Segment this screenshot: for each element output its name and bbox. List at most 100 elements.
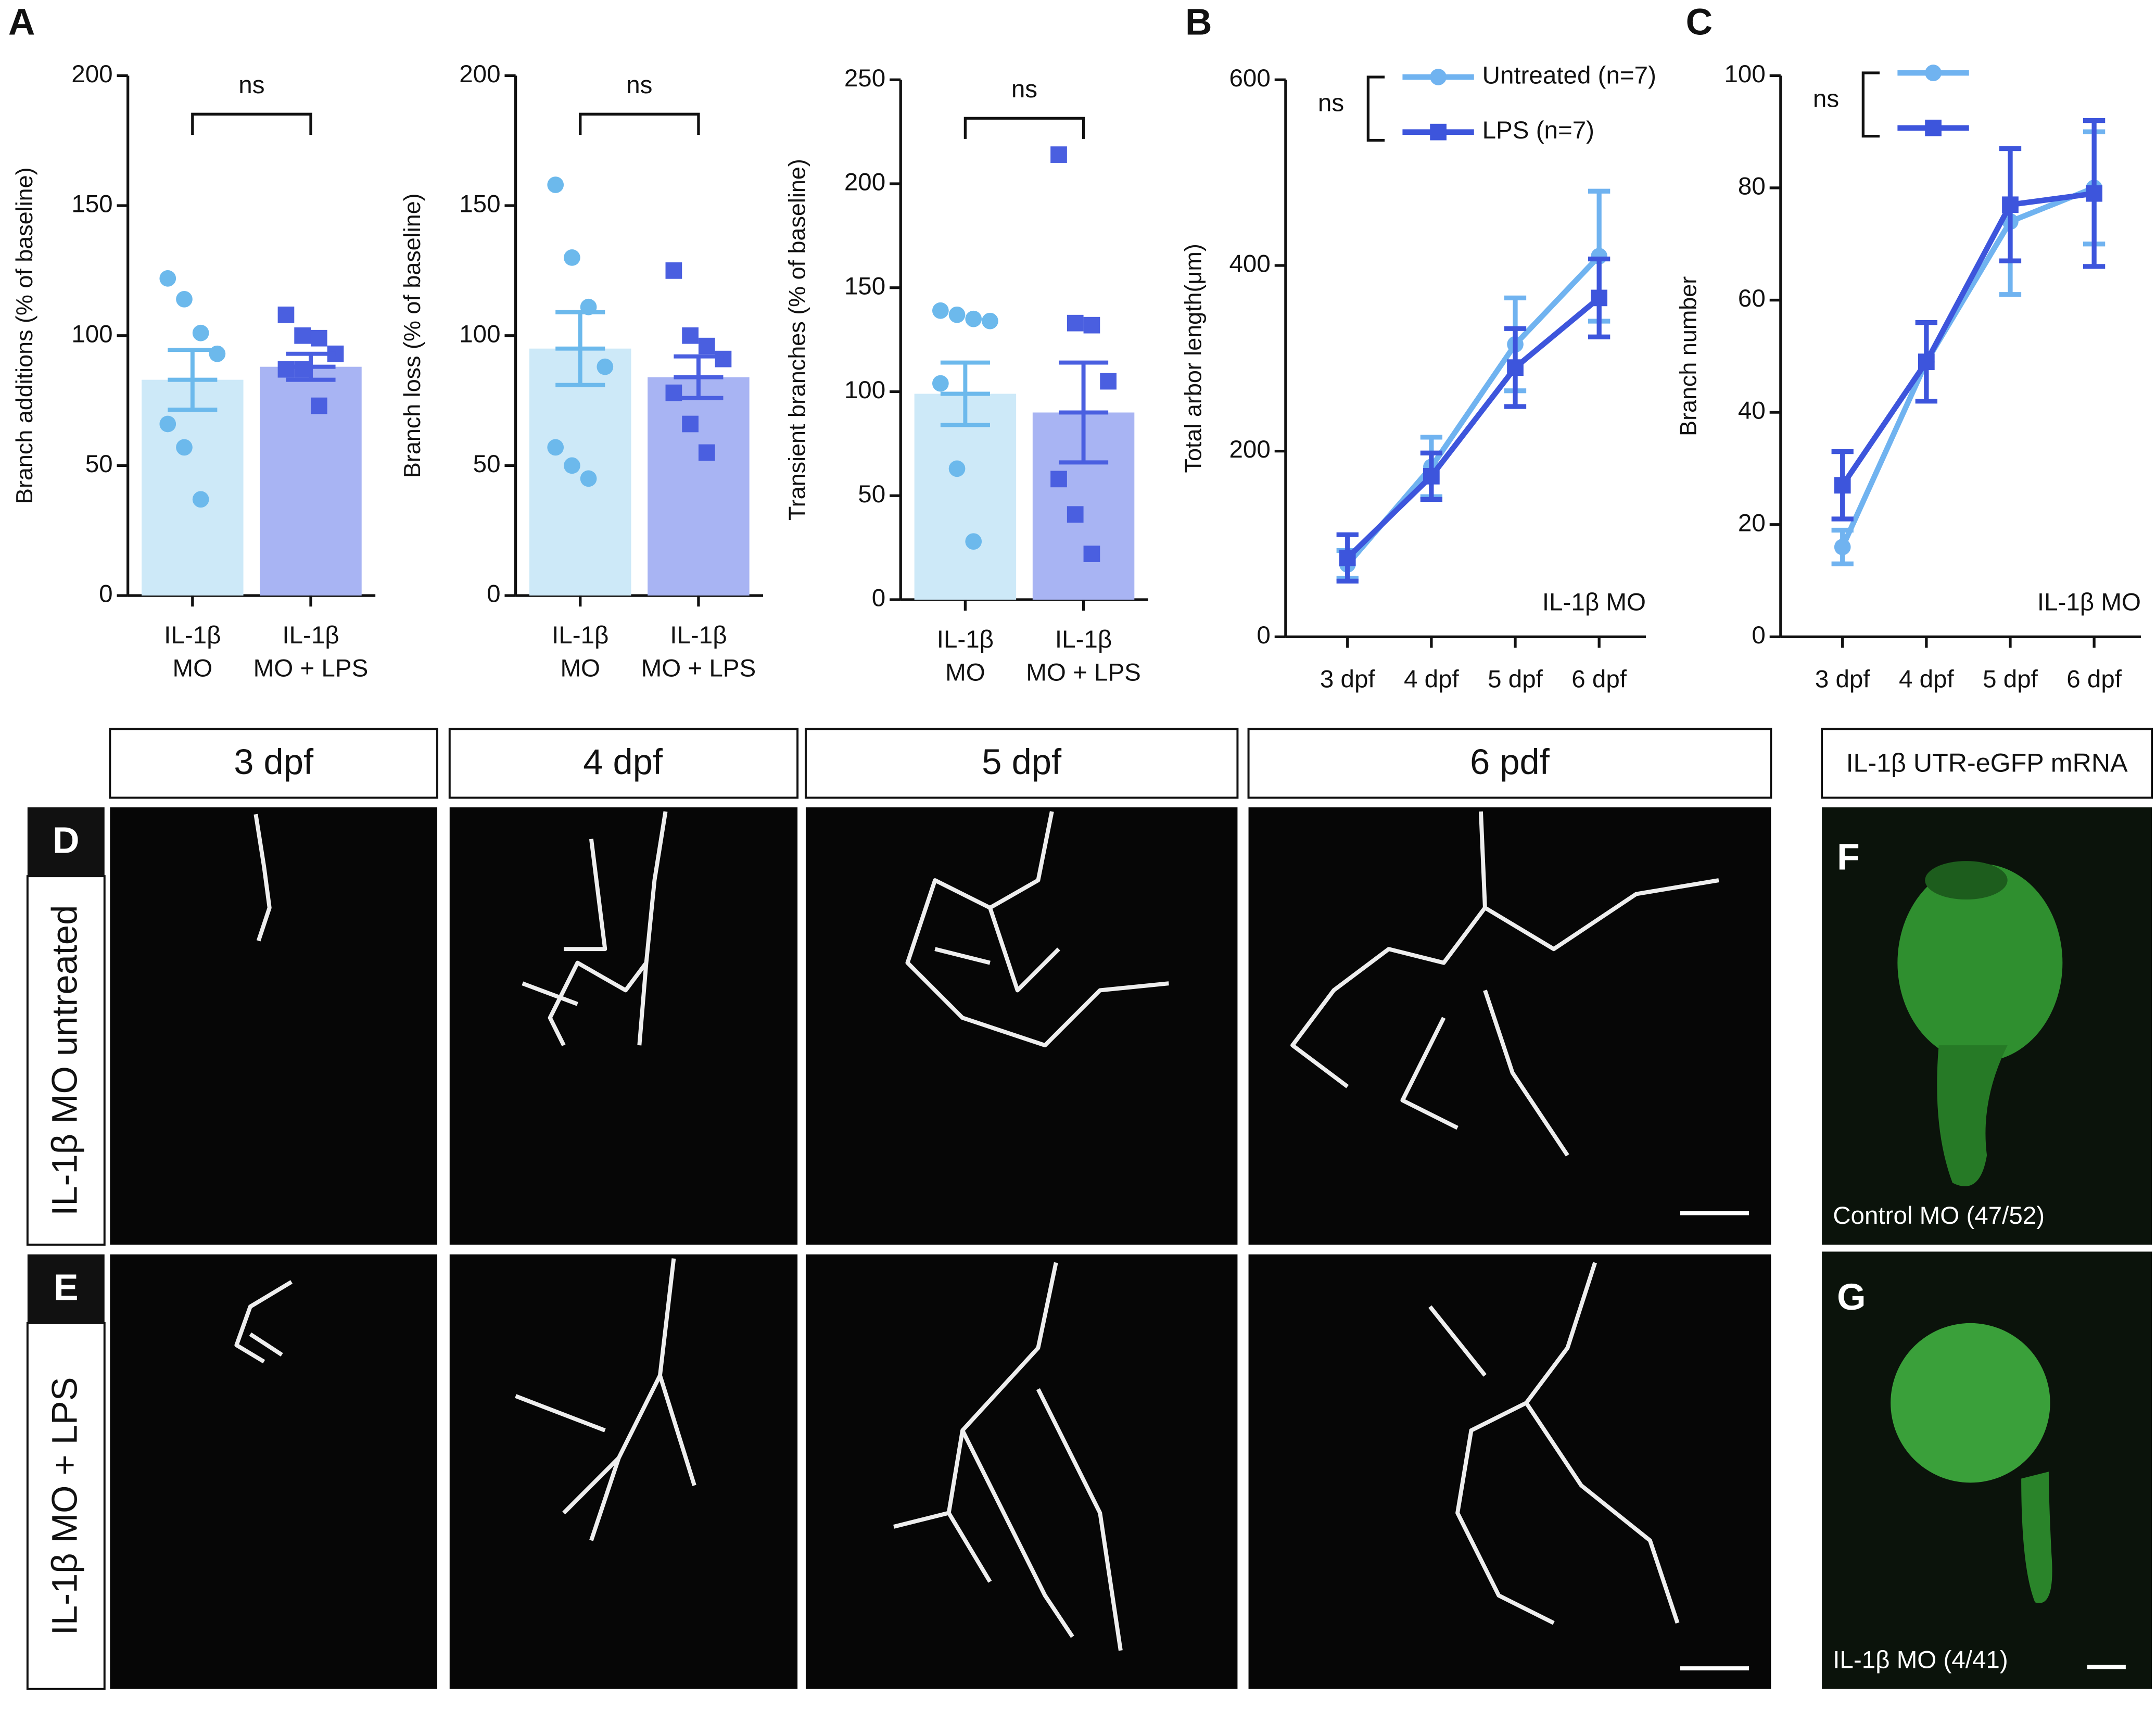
significance: ns bbox=[1318, 89, 1344, 117]
marker bbox=[965, 533, 982, 550]
marker bbox=[715, 350, 732, 367]
marker bbox=[580, 470, 597, 487]
embryo bbox=[1891, 1323, 2050, 1483]
error-bar bbox=[940, 360, 990, 427]
marker bbox=[1507, 359, 1524, 376]
marker bbox=[1918, 353, 1935, 370]
neuron bbox=[253, 814, 272, 942]
marker bbox=[2086, 185, 2102, 202]
marker bbox=[294, 361, 311, 378]
marker bbox=[277, 306, 295, 323]
row-label: IL-1β MO untreated bbox=[45, 905, 85, 1216]
marker bbox=[932, 302, 949, 319]
marker bbox=[965, 310, 982, 327]
y-tick-label: 200 bbox=[844, 169, 885, 196]
image bbox=[1248, 1254, 1771, 1689]
significance: ns bbox=[1011, 75, 1037, 103]
x-tick-label: IL-1β bbox=[282, 622, 339, 649]
x-tick-label: IL-1β bbox=[937, 626, 994, 653]
y-tick-label: 100 bbox=[844, 376, 885, 404]
marker bbox=[192, 491, 209, 508]
image bbox=[805, 807, 1238, 1245]
marker bbox=[1423, 467, 1440, 485]
marker bbox=[948, 306, 966, 323]
image bbox=[1248, 807, 1771, 1245]
x-tick-label: MO bbox=[560, 654, 600, 682]
caption: Control MO (47/52) bbox=[1833, 1202, 2045, 1230]
x-tick-label: 4 dpf bbox=[1899, 665, 1955, 693]
bracket bbox=[963, 117, 1085, 139]
y-tick-label: 150 bbox=[71, 191, 112, 218]
panel-label: F bbox=[1837, 836, 1860, 878]
marker bbox=[1591, 289, 1608, 307]
marker bbox=[1834, 477, 1851, 494]
legend-label: Untreated (n=7) bbox=[1482, 62, 1656, 90]
column-header: 3 dpf bbox=[234, 742, 314, 782]
x-tick-label: MO bbox=[173, 654, 213, 682]
marker bbox=[1083, 316, 1100, 334]
x-tick-label: MO + LPS bbox=[641, 654, 756, 682]
image bbox=[110, 807, 438, 1245]
y-axis-label: Branch number bbox=[1675, 276, 1701, 436]
marker bbox=[1834, 539, 1851, 555]
image bbox=[805, 1254, 1238, 1689]
x-tick-label: 6 dpf bbox=[2066, 665, 2122, 693]
y-tick-label: 0 bbox=[487, 580, 500, 608]
embryo-tail bbox=[1937, 1045, 2008, 1186]
neuron bbox=[515, 1258, 696, 1541]
panel-label: E bbox=[54, 1266, 79, 1308]
panel-label: G bbox=[1837, 1276, 1866, 1318]
y-tick-label: 0 bbox=[1257, 622, 1270, 649]
y-tick-label: 0 bbox=[99, 580, 112, 608]
y-axis-label: Transient branches (% of baseline) bbox=[784, 159, 810, 521]
marker bbox=[948, 460, 966, 477]
header-box bbox=[1821, 728, 2153, 799]
x-tick-label: IL-1β bbox=[552, 622, 608, 649]
marker bbox=[176, 439, 193, 456]
marker bbox=[310, 329, 327, 347]
marker bbox=[682, 415, 699, 433]
x-tick-label: 5 dpf bbox=[1488, 665, 1543, 693]
y-tick-label: 40 bbox=[1738, 397, 1766, 425]
y-tick-label: 50 bbox=[85, 450, 113, 478]
row-box bbox=[26, 875, 106, 1246]
marker bbox=[1067, 314, 1084, 332]
marker bbox=[1430, 69, 1447, 85]
y-tick-label: 100 bbox=[1724, 60, 1765, 88]
marker bbox=[1100, 373, 1117, 390]
legend-label: LPS (n=7) bbox=[1482, 117, 1594, 144]
x-tick-label: MO + LPS bbox=[1026, 658, 1141, 686]
image bbox=[449, 807, 798, 1245]
bar bbox=[529, 348, 631, 596]
marker bbox=[665, 262, 682, 279]
significance: ns bbox=[238, 71, 264, 99]
y-tick-label: 150 bbox=[844, 272, 885, 300]
marker bbox=[682, 327, 699, 344]
marker bbox=[932, 375, 949, 392]
x-tick-label: 3 dpf bbox=[1815, 665, 1871, 693]
bracket bbox=[1861, 71, 1880, 138]
y-axis-label: Branch loss (% of baseline) bbox=[399, 193, 425, 478]
marker bbox=[547, 176, 564, 193]
marker bbox=[159, 415, 176, 433]
marker bbox=[2002, 196, 2019, 213]
panel-label: A bbox=[8, 1, 35, 43]
marker bbox=[1083, 546, 1100, 562]
row-box bbox=[26, 1322, 106, 1690]
neuron bbox=[1428, 1262, 1680, 1625]
neuron bbox=[1290, 811, 1719, 1157]
panel-label: D bbox=[53, 820, 80, 861]
marker bbox=[564, 457, 580, 474]
y-tick-label: 200 bbox=[71, 60, 112, 88]
marker bbox=[310, 397, 327, 414]
label-box bbox=[27, 807, 105, 877]
y-tick-label: 150 bbox=[459, 191, 500, 218]
y-tick-label: 200 bbox=[1229, 436, 1270, 463]
neuron bbox=[905, 811, 1169, 1048]
error-bar bbox=[168, 348, 218, 412]
y-axis-label: Branch additions (% of baseline) bbox=[11, 167, 37, 504]
marker bbox=[597, 358, 614, 375]
error-bar bbox=[674, 354, 724, 400]
marker bbox=[547, 439, 564, 456]
marker bbox=[698, 444, 715, 461]
